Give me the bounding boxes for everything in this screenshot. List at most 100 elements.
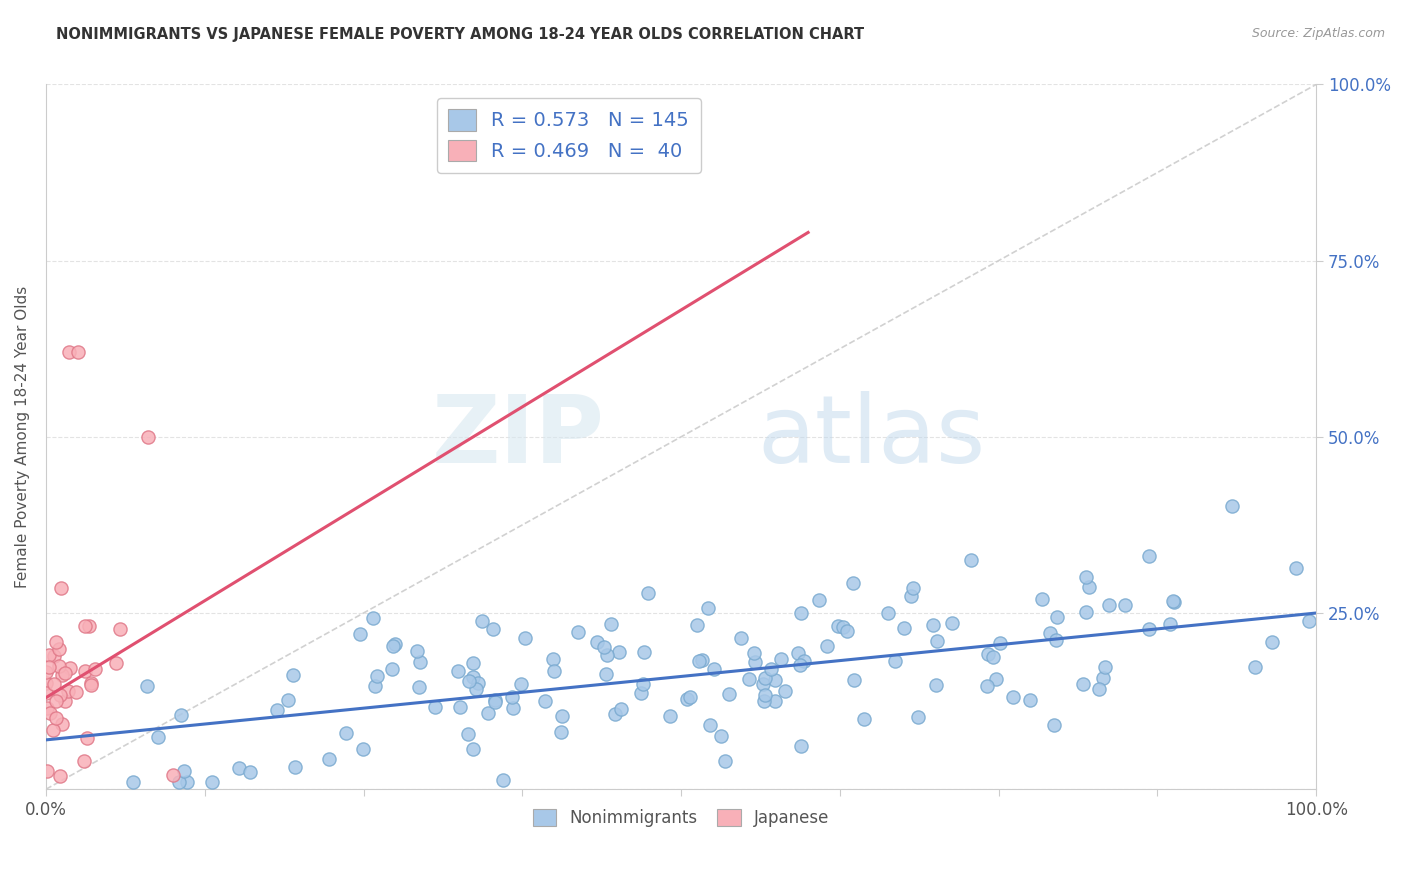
Point: [477, 706, 499, 720]
Point: [408, 680, 430, 694]
Point: [844, 673, 866, 688]
Point: [600, 616, 623, 631]
Point: [1043, 718, 1066, 732]
Point: [1137, 549, 1160, 563]
Point: [1045, 633, 1067, 648]
Point: [630, 686, 652, 700]
Point: [48, 659, 70, 673]
Point: [352, 742, 374, 756]
Point: [167, 775, 190, 789]
Point: [35, 676, 58, 690]
Point: [541, 652, 564, 666]
Point: [49, 581, 72, 595]
Point: [907, 709, 929, 723]
Point: [364, 679, 387, 693]
Point: [679, 690, 702, 704]
Point: [786, 646, 808, 660]
Point: [790, 739, 813, 753]
Point: [1261, 635, 1284, 649]
Point: [959, 553, 981, 567]
Point: [1001, 690, 1024, 705]
Text: atlas: atlas: [758, 391, 986, 483]
Point: [1137, 622, 1160, 636]
Point: [53, 694, 76, 708]
Point: [463, 670, 485, 684]
Point: [686, 618, 709, 632]
Point: [266, 703, 288, 717]
Point: [49, 689, 72, 703]
Point: [605, 706, 627, 721]
Point: [1284, 561, 1306, 575]
Point: [510, 677, 533, 691]
Point: [710, 729, 733, 743]
Point: [170, 707, 193, 722]
Point: [1074, 570, 1097, 584]
Point: [484, 694, 506, 708]
Point: [122, 775, 145, 789]
Point: [38, 660, 60, 674]
Point: [551, 709, 574, 723]
Point: [335, 726, 357, 740]
Point: [763, 673, 786, 688]
Point: [789, 658, 811, 673]
Point: [42, 648, 65, 663]
Point: [595, 666, 617, 681]
Point: [35, 764, 58, 778]
Point: [900, 589, 922, 603]
Point: [515, 632, 537, 646]
Point: [1031, 592, 1053, 607]
Point: [35, 665, 58, 680]
Point: [1098, 598, 1121, 612]
Point: [744, 655, 766, 669]
Point: [631, 676, 654, 690]
Point: [59, 661, 82, 675]
Point: [754, 688, 776, 702]
Point: [718, 687, 741, 701]
Point: [173, 764, 195, 778]
Point: [409, 655, 432, 669]
Point: [876, 606, 898, 620]
Point: [482, 622, 505, 636]
Point: [637, 586, 659, 600]
Point: [841, 576, 863, 591]
Point: [136, 679, 159, 693]
Point: [759, 661, 782, 675]
Point: [49, 769, 72, 783]
Point: [42, 723, 65, 737]
Point: [406, 644, 429, 658]
Point: [807, 593, 830, 607]
Point: [609, 645, 631, 659]
Point: [471, 614, 494, 628]
Point: [988, 636, 1011, 650]
Point: [925, 678, 948, 692]
Point: [925, 633, 948, 648]
Point: [690, 653, 713, 667]
Point: [146, 730, 169, 744]
Text: ZIP: ZIP: [432, 391, 605, 483]
Point: [977, 647, 1000, 661]
Point: [79, 678, 101, 692]
Point: [730, 631, 752, 645]
Point: [136, 430, 159, 444]
Point: [461, 656, 484, 670]
Point: [176, 775, 198, 789]
Point: [941, 616, 963, 631]
Point: [1244, 660, 1267, 674]
Point: [76, 731, 98, 746]
Point: [73, 618, 96, 632]
Point: [550, 724, 572, 739]
Point: [284, 760, 307, 774]
Point: [108, 622, 131, 636]
Point: [38, 648, 60, 662]
Point: [714, 754, 737, 768]
Y-axis label: Female Poverty Among 18-24 Year Olds: Female Poverty Among 18-24 Year Olds: [15, 285, 30, 588]
Point: [492, 772, 515, 787]
Point: [770, 651, 793, 665]
Point: [104, 656, 127, 670]
Point: [447, 664, 470, 678]
Point: [534, 694, 557, 708]
Point: [461, 742, 484, 756]
Legend: Nonimmigrants, Japanese: Nonimmigrants, Japanese: [526, 802, 837, 834]
Point: [586, 635, 609, 649]
Point: [77, 619, 100, 633]
